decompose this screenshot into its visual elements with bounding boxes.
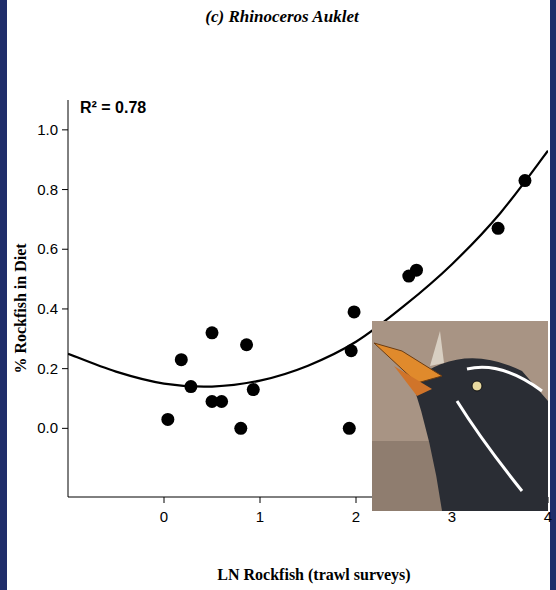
point [234, 422, 247, 435]
point [206, 326, 219, 339]
y-tick-label: 1.0 [37, 121, 58, 138]
y-tick [62, 249, 68, 250]
point [240, 338, 253, 351]
x-tick-label: 0 [160, 508, 168, 525]
bird-plume [467, 367, 542, 391]
y-tick [62, 129, 68, 130]
y-tick [62, 189, 68, 190]
y-tick [62, 308, 68, 309]
bird-horn [430, 331, 444, 366]
y-axis-line [68, 100, 69, 497]
point [161, 413, 174, 426]
chart: (c) Rhinoceros Auklet012340.00.20.40.60.… [0, 0, 556, 590]
x-tick [164, 497, 165, 503]
y-tick-label: 0.4 [37, 300, 58, 317]
y-tick [62, 368, 68, 369]
point [247, 383, 260, 396]
y-tick-label: 0.6 [37, 240, 58, 257]
x-tick-label: 2 [352, 508, 360, 525]
x-tick-label: 1 [256, 508, 264, 525]
y-tick [62, 428, 68, 429]
background [0, 0, 556, 590]
point [215, 395, 228, 408]
bird-plume [457, 401, 522, 491]
bird-beak-lower [394, 366, 432, 396]
x-tick [356, 497, 357, 503]
photo-bg [372, 321, 548, 511]
y-tick-label: 0.0 [37, 419, 58, 436]
point [518, 174, 531, 187]
point [492, 222, 505, 235]
slide-edge [0, 0, 7, 590]
y-tick-label: 0.2 [37, 360, 58, 377]
bird-eye [472, 381, 482, 391]
point [175, 353, 188, 366]
y-axis-title: % Rockfish in Diet [12, 243, 29, 374]
point [348, 305, 361, 318]
point [410, 264, 423, 277]
slide-edge [550, 0, 556, 590]
point [343, 422, 356, 435]
point [345, 344, 358, 357]
x-axis-title: LN Rockfish (trawl surveys) [217, 566, 410, 584]
annotation: R² = 0.78 [80, 99, 146, 116]
photo-inset [372, 321, 548, 511]
bird-head [412, 358, 548, 511]
title: (c) Rhinoceros Auklet [205, 7, 360, 26]
y-tick-label: 0.8 [37, 181, 58, 198]
x-tick [260, 497, 261, 503]
point [184, 380, 197, 393]
